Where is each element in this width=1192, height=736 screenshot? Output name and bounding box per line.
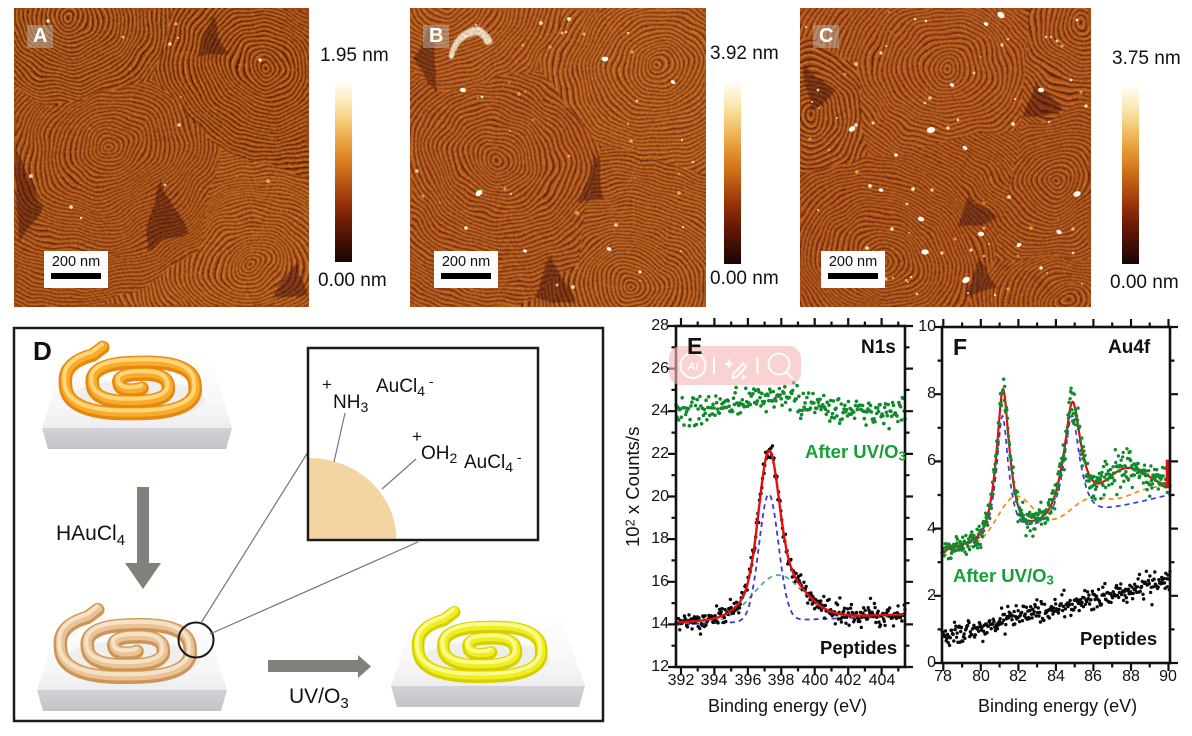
svg-text:OH2: OH2 [421, 443, 458, 466]
svg-text:HAuCl4: HAuCl4 [56, 522, 125, 549]
svg-text:AI: AI [687, 361, 700, 373]
svg-text:NH3: NH3 [333, 392, 368, 415]
svg-text:D: D [33, 336, 52, 366]
svg-text:AuCl4 -: AuCl4 - [376, 373, 434, 399]
svg-text:UV/O3: UV/O3 [289, 685, 349, 712]
svg-text:AuCl4 -: AuCl4 - [464, 449, 522, 475]
svg-text:+: + [322, 375, 332, 394]
svg-text:+: + [412, 427, 422, 446]
